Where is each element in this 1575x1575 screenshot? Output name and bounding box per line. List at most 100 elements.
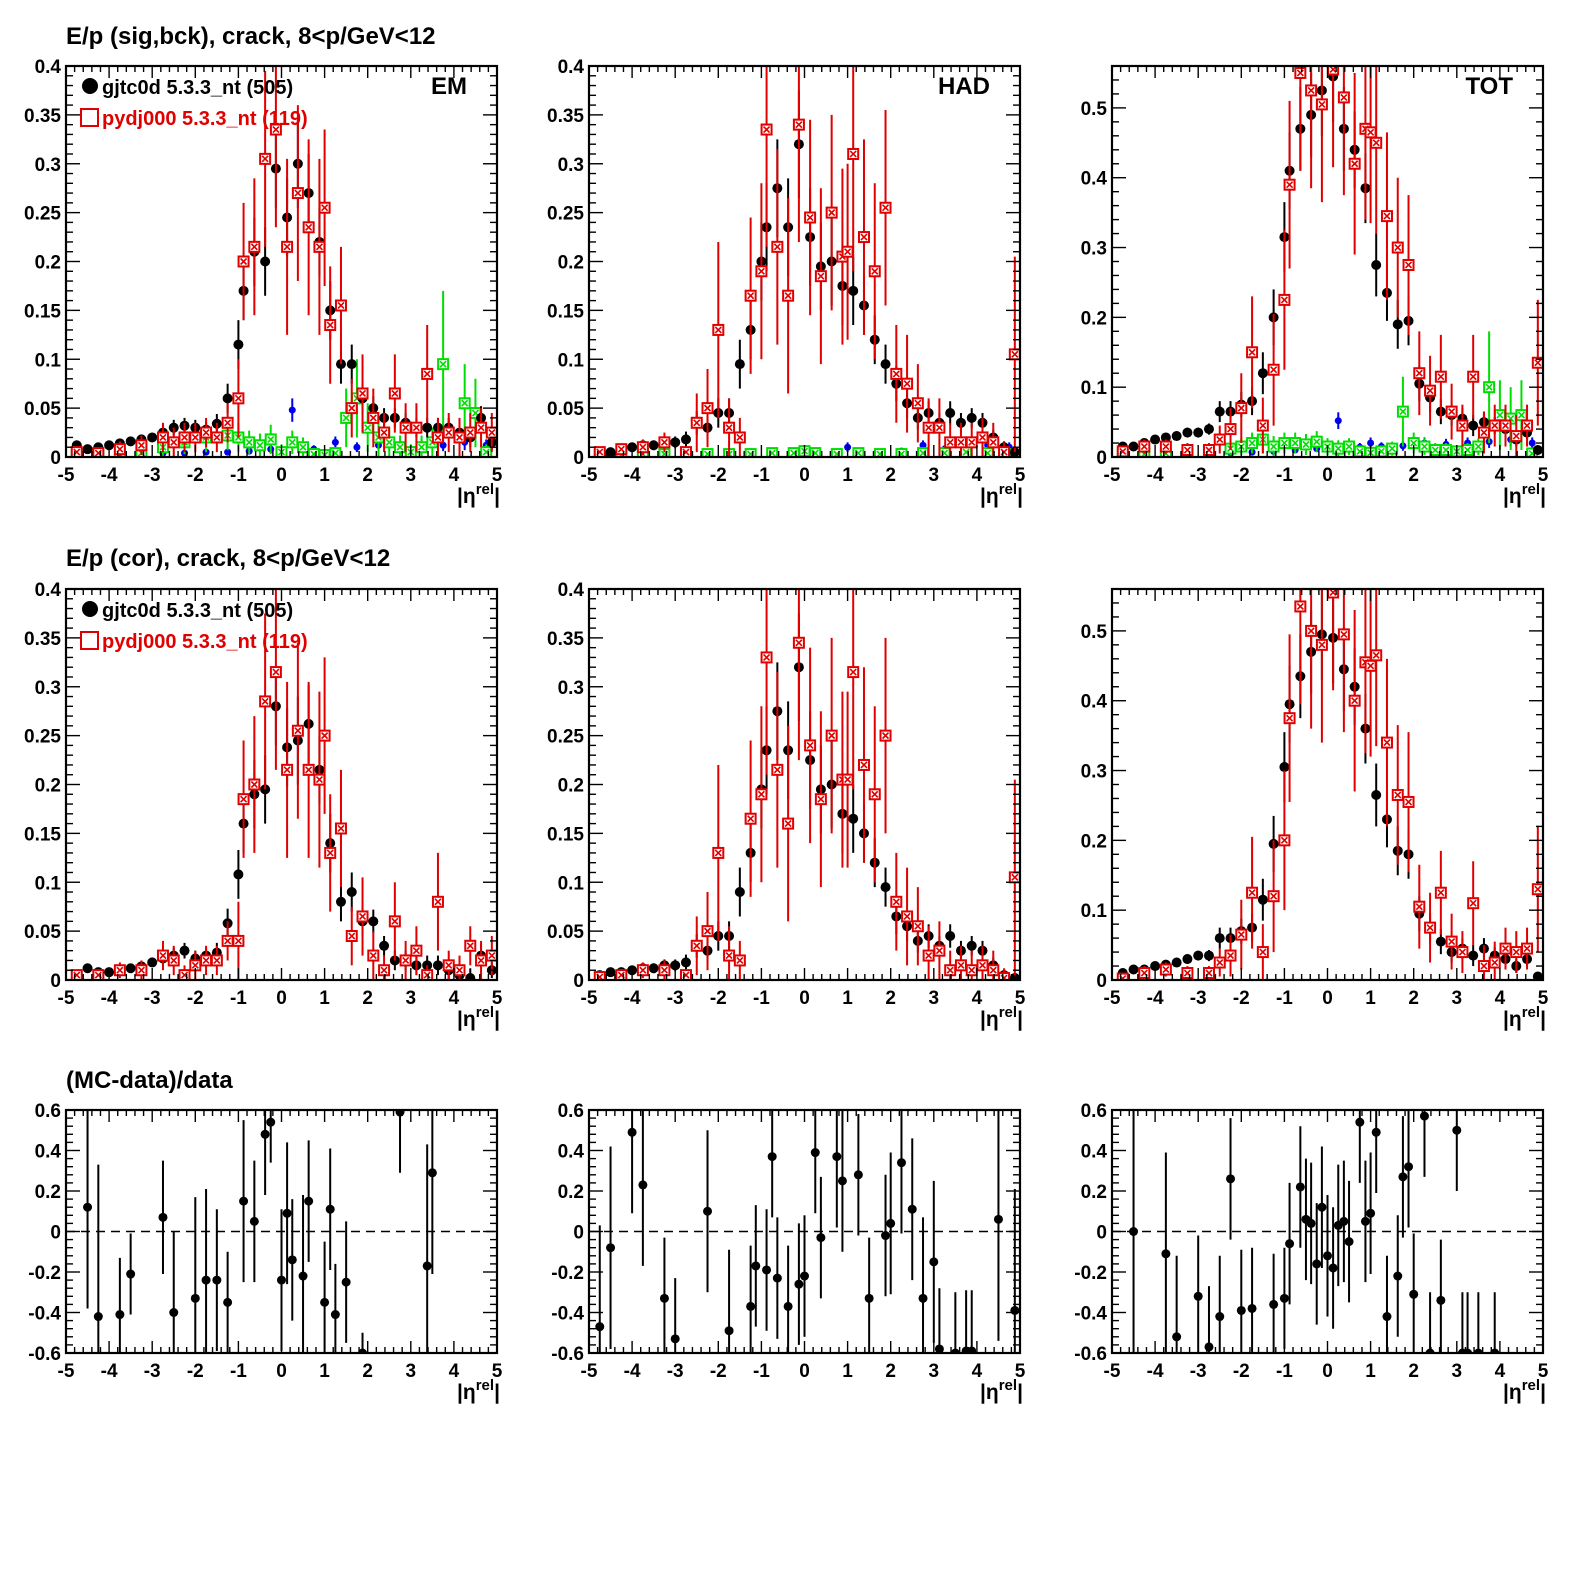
data-point	[680, 957, 691, 968]
data-point	[837, 1176, 847, 1186]
y-tick-label: 0	[573, 1223, 584, 1244]
row-title-2: (MC-data)/data	[66, 1067, 233, 1094]
y-tick-label: 0.35	[24, 106, 61, 127]
data-point	[670, 960, 681, 971]
x-tick-label: 0	[1322, 988, 1333, 1009]
data-point-cross	[1270, 366, 1278, 374]
x-tick-label: 1	[319, 465, 330, 486]
data-point-cross	[1011, 350, 1019, 358]
x-tick-label: -3	[1190, 988, 1207, 1009]
data-point-cross	[445, 428, 453, 437]
data-point-cross	[412, 947, 420, 955]
x-axis-label-base: |η	[980, 485, 999, 508]
y-tick-label: 0.35	[547, 629, 584, 650]
data-point-cross	[1534, 885, 1542, 893]
data-point-cross	[261, 155, 269, 163]
data-point	[1128, 964, 1139, 975]
x-tick-label: -1	[1276, 988, 1293, 1009]
x-axis-label-close: |	[1017, 485, 1023, 508]
data-point	[126, 1269, 136, 1279]
y-tick-label: 0.05	[547, 922, 584, 943]
x-tick-label: -3	[667, 465, 684, 486]
data-point-cross	[806, 213, 814, 222]
y-tick-label: 0	[573, 971, 584, 992]
x-axis-label: |ηrel|	[980, 481, 1023, 508]
x-tick-label: -1	[753, 1361, 770, 1382]
data-point-cross	[1296, 69, 1304, 77]
data-point-cross	[240, 795, 248, 803]
data-point-cross	[1351, 697, 1359, 705]
data-point	[1419, 1111, 1429, 1121]
data-point-cross	[348, 932, 356, 940]
data-point	[1328, 1263, 1338, 1273]
data-point	[648, 440, 659, 451]
data-point	[1334, 417, 1342, 425]
data-point	[1128, 441, 1139, 452]
data-point	[762, 1265, 772, 1275]
data-point	[353, 443, 361, 451]
chart-ratio-tot: -5 -4 -3 -2 -1 0 1 2 3 4 5 -0.6 -0.4 -0.2 0 0.2 0.4 0.6 |η…	[1074, 1101, 1548, 1404]
x-tick-label: 2	[362, 1361, 373, 1382]
data-point-cross	[283, 766, 291, 774]
data-point	[1371, 259, 1382, 270]
data-point-cross	[455, 433, 464, 442]
x-tick-label: 4	[1495, 465, 1506, 486]
y-tick-label: 0.05	[547, 399, 584, 420]
x-axis-label-close: |	[1017, 1381, 1023, 1404]
data-point	[1360, 1216, 1370, 1226]
data-point-cross	[1501, 945, 1510, 953]
data-point	[330, 1310, 340, 1320]
x-tick-label: 0	[276, 1361, 287, 1382]
data-point-cross	[1517, 411, 1526, 419]
x-tick-label: 3	[406, 988, 417, 1009]
data-point-cross	[1237, 931, 1245, 939]
data-point-cross	[725, 424, 733, 432]
x-tick-label: 0	[276, 465, 287, 486]
data-point-cross	[849, 150, 857, 158]
data-point-cross	[1383, 739, 1391, 747]
x-tick-label: 3	[406, 1361, 417, 1382]
x-tick-label: -1	[230, 988, 247, 1009]
x-tick-label: 2	[1408, 465, 1419, 486]
series-data	[71, 667, 497, 980]
data-point-cross	[191, 433, 199, 442]
data-point	[1226, 1174, 1236, 1184]
data-point	[881, 1231, 891, 1241]
data-point-cross	[714, 849, 722, 857]
data-point-cross	[1216, 958, 1224, 967]
data-point	[1193, 1291, 1203, 1301]
x-tick-label: -2	[1233, 988, 1250, 1009]
x-tick-label: 2	[885, 988, 896, 1009]
series-bck_mc	[1116, 331, 1539, 457]
data-point-cross	[660, 438, 668, 446]
plot-area	[593, 589, 1020, 980]
data-point-cross	[925, 424, 933, 432]
x-axis-label-close: |	[1540, 485, 1546, 508]
data-point-cross	[1259, 422, 1267, 430]
x-tick-label: -1	[230, 465, 247, 486]
data-point-cross	[1226, 425, 1235, 433]
data-point	[1193, 427, 1204, 438]
data-point	[832, 1152, 842, 1162]
x-tick-label: -1	[1276, 465, 1293, 486]
data-point	[1214, 933, 1225, 944]
x-tick-label: -4	[1147, 988, 1164, 1009]
data-point-cross	[1394, 243, 1402, 252]
data-point-cross	[305, 766, 313, 774]
y-tick-label: 0.1	[1081, 378, 1108, 399]
data-point	[1161, 1249, 1171, 1259]
data-point	[1247, 1303, 1257, 1313]
data-point-cross	[439, 360, 447, 368]
data-point-cross	[305, 223, 313, 231]
data-point	[1193, 950, 1204, 961]
x-tick-label: -2	[710, 988, 727, 1009]
data-point	[358, 1348, 368, 1353]
y-tick-label: -0.2	[1074, 1263, 1107, 1284]
x-tick-label: -1	[230, 1361, 247, 1382]
row-title-1: E/p (cor), crack, 8<p/GeV<12	[66, 545, 390, 572]
x-tick-label: -5	[58, 465, 75, 486]
data-point-cross	[1491, 422, 1499, 430]
data-point	[427, 1168, 437, 1178]
data-point-cross	[250, 780, 258, 789]
x-tick-label: -3	[144, 465, 161, 486]
